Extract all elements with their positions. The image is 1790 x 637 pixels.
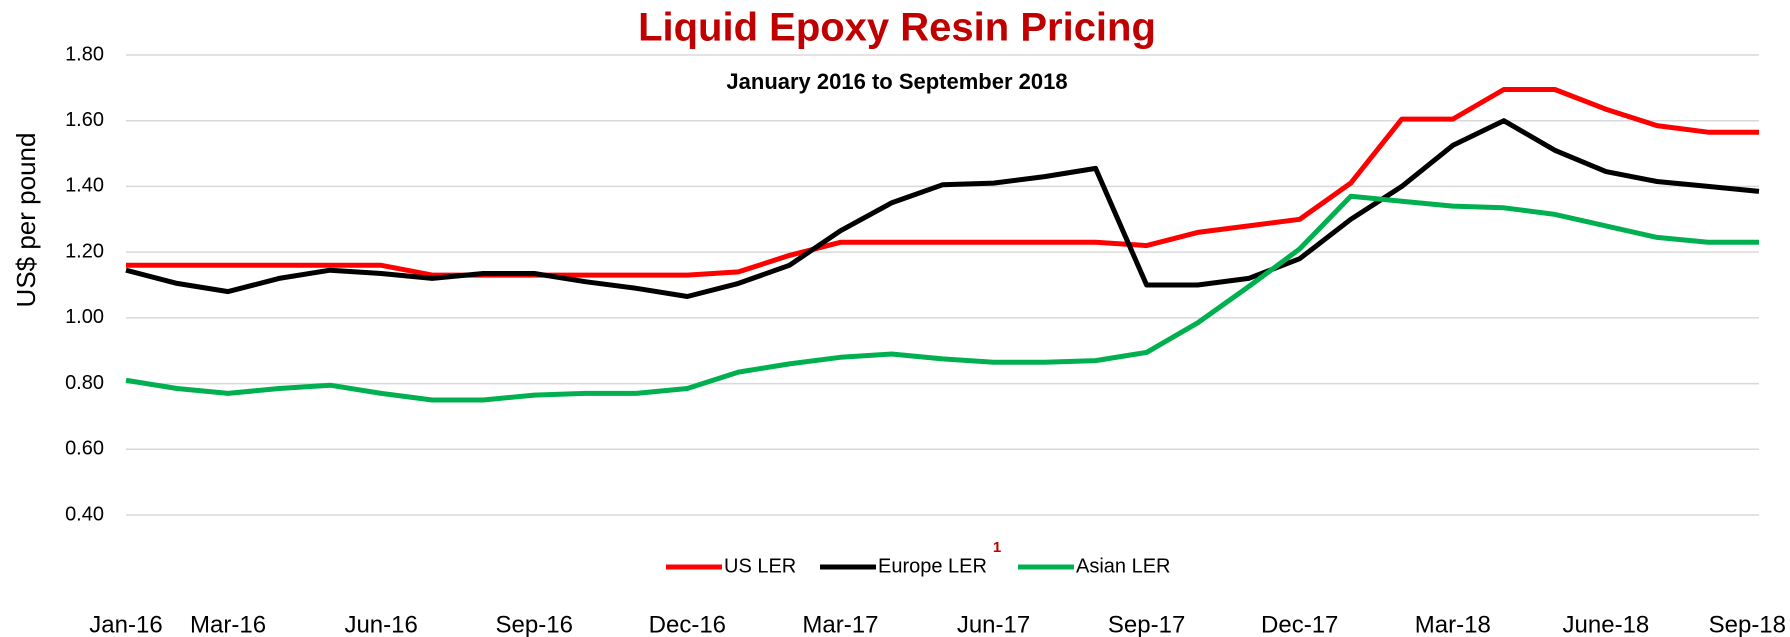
chart-subtitle: January 2016 to September 2018: [726, 69, 1067, 94]
x-tick-label: June-18: [1563, 611, 1650, 637]
x-tick-label: Sep-18: [1709, 611, 1786, 637]
x-tick-label: Mar-18: [1415, 611, 1491, 637]
x-tick-label: Jun-16: [344, 611, 417, 637]
x-tick-label: Jan-16: [89, 611, 162, 637]
y-tick-label: 0.40: [65, 503, 104, 525]
x-tick-label: Mar-16: [190, 611, 266, 637]
x-tick-label: Dec-17: [1261, 611, 1338, 637]
x-tick-label: Dec-16: [649, 611, 726, 637]
series-line: [125, 193, 1759, 403]
y-tick-label: 1.40: [65, 175, 104, 197]
legend-label: US LER: [724, 555, 796, 577]
legend-label: Europe LER: [878, 555, 987, 577]
series-line: [125, 118, 1760, 299]
series-line: [126, 87, 1759, 278]
x-tick-label: Sep-17: [1108, 611, 1185, 637]
legend-label: Asian LER: [1076, 555, 1171, 577]
y-tick-label: 1.20: [65, 240, 104, 262]
y-tick-label: 1.60: [65, 109, 104, 131]
x-tick-label: Jun-17: [957, 611, 1030, 637]
y-tick-label: 1.80: [65, 43, 104, 65]
annotation: 1: [993, 539, 1001, 556]
x-tick-label: Mar-17: [802, 611, 878, 637]
x-tick-label: Sep-16: [496, 611, 573, 637]
y-tick-label: 0.60: [65, 438, 104, 460]
chart-title: Liquid Epoxy Resin Pricing: [638, 6, 1156, 50]
y-tick-label: 1.00: [65, 306, 104, 328]
y-axis-label: US$ per pound: [11, 133, 41, 308]
y-tick-label: 0.80: [65, 372, 104, 394]
